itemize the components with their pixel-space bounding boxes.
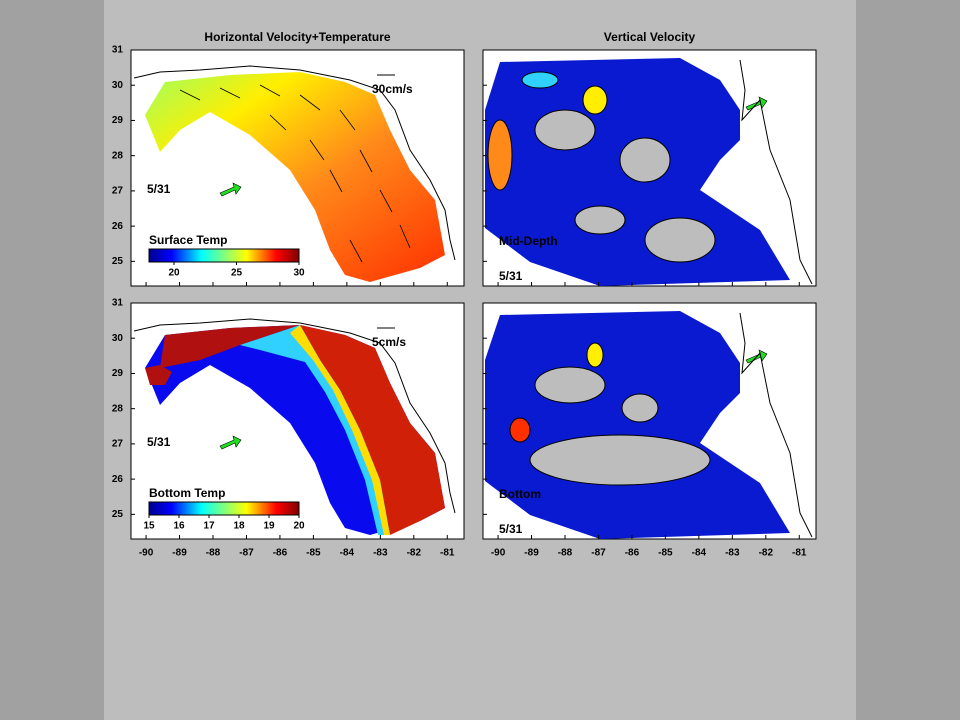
x-tick-label: -85: [306, 548, 321, 559]
x-tick-label: -81: [792, 548, 807, 559]
colorbar-tick-label: 30: [293, 268, 305, 279]
panel-title: Vertical Velocity: [604, 30, 696, 44]
colorbar-tick-label: 17: [203, 521, 215, 532]
y-tick-label: 30: [112, 333, 124, 344]
x-tick-label: -89: [524, 548, 539, 559]
x-tick-label: -82: [759, 548, 774, 559]
date-label: 5/31: [499, 269, 523, 283]
colorbar: [148, 248, 300, 263]
x-tick-label: -90: [139, 548, 154, 559]
colorbar: [148, 501, 300, 516]
x-tick-label: -83: [373, 548, 388, 559]
surface-field: [133, 65, 456, 282]
y-tick-label: 30: [112, 80, 124, 91]
date-label: 5/31: [147, 435, 171, 449]
bottom-field: [133, 318, 456, 535]
y-tick-label: 25: [112, 256, 124, 267]
y-tick-label: 28: [112, 150, 124, 161]
scale-label: 5cm/s: [372, 335, 406, 349]
colorbar-label: Bottom Temp: [149, 486, 225, 500]
y-tick-label: 29: [112, 368, 124, 379]
x-tick-label: -84: [340, 548, 355, 559]
y-tick-label: 26: [112, 221, 124, 232]
x-tick-label: -88: [558, 548, 573, 559]
y-tick-label: 27: [112, 439, 124, 450]
colorbar-tick-label: 16: [173, 521, 185, 532]
layer-label: Mid-Depth: [499, 234, 558, 248]
y-tick-label: 31: [112, 298, 124, 309]
bottom-velocity-field: [485, 311, 813, 539]
x-tick-label: -86: [625, 548, 640, 559]
colorbar-label: Surface Temp: [149, 233, 227, 247]
y-tick-label: 26: [112, 474, 124, 485]
y-tick-label: 27: [112, 186, 124, 197]
x-tick-label: -85: [658, 548, 673, 559]
colorbar-tick-label: 15: [143, 521, 155, 532]
x-tick-label: -81: [440, 548, 455, 559]
x-tick-label: -90: [491, 548, 506, 559]
date-label: 5/31: [147, 182, 171, 196]
layer-label: Bottom: [499, 487, 541, 501]
colorbar-tick-label: 18: [233, 521, 245, 532]
x-tick-label: -82: [407, 548, 422, 559]
x-tick-label: -88: [206, 548, 221, 559]
colorbar-tick-label: 20: [168, 268, 180, 279]
colorbar-tick-label: 19: [263, 521, 275, 532]
x-tick-label: -84: [692, 548, 707, 559]
date-label: 5/31: [499, 522, 523, 536]
y-tick-label: 29: [112, 115, 124, 126]
colorbar-tick-label: 20: [293, 521, 305, 532]
x-tick-label: -86: [273, 548, 288, 559]
x-tick-label: -87: [591, 548, 606, 559]
y-tick-label: 31: [112, 45, 124, 56]
x-tick-label: -83: [725, 548, 740, 559]
panel-title: Horizontal Velocity+Temperature: [204, 30, 390, 44]
x-tick-label: -89: [172, 548, 187, 559]
y-tick-label: 25: [112, 509, 124, 520]
mid-depth-field: [485, 58, 813, 286]
scale-label: 30cm/s: [372, 82, 413, 96]
x-tick-label: -87: [239, 548, 254, 559]
y-tick-label: 28: [112, 403, 124, 414]
colorbar-tick-label: 25: [231, 268, 243, 279]
